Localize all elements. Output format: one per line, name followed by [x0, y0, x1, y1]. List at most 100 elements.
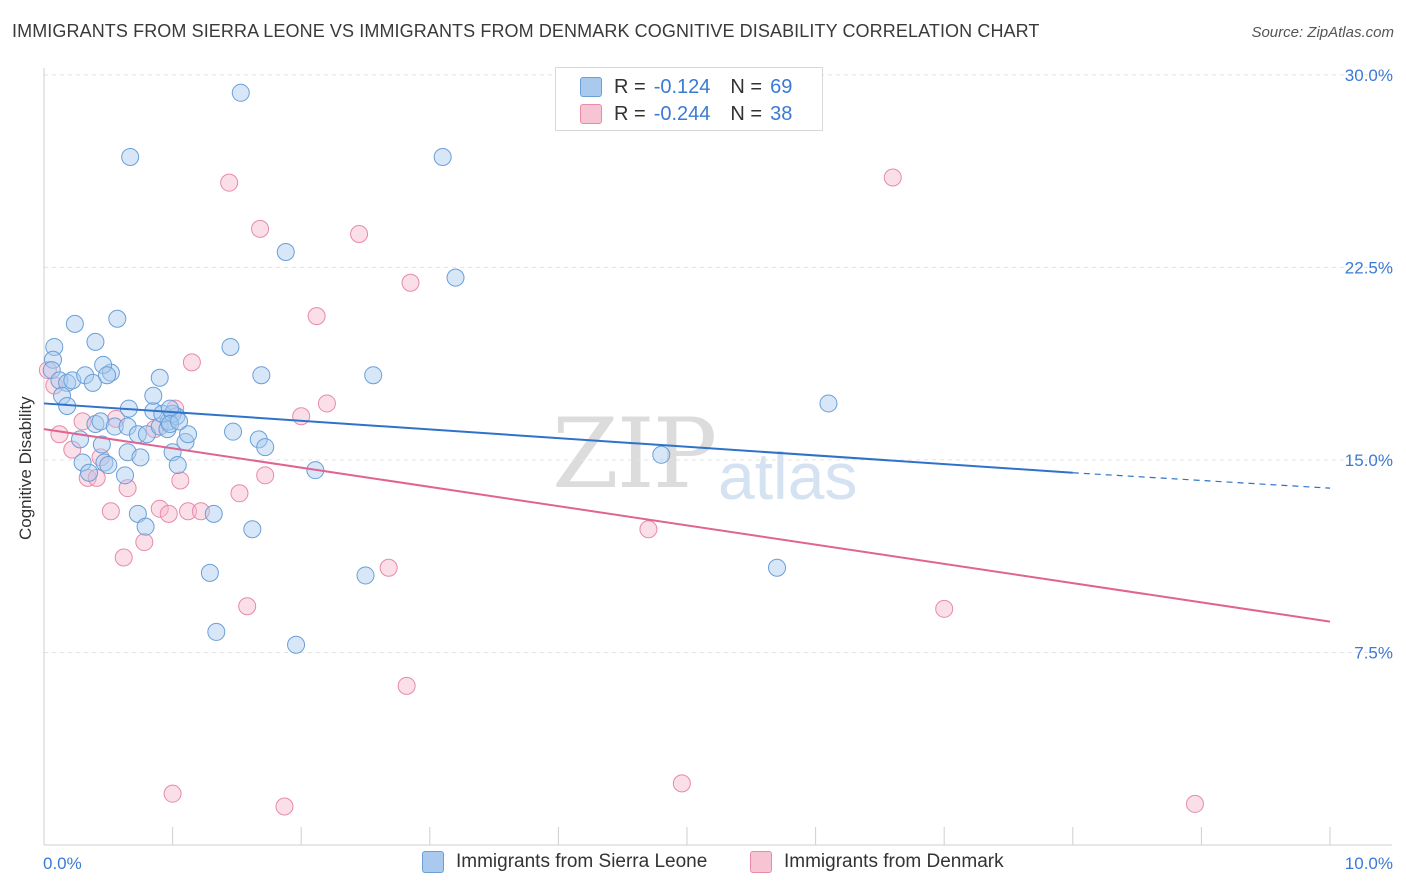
- data-point-sierra-leone: [768, 558, 787, 577]
- data-point-sierra-leone: [45, 337, 64, 356]
- data-point-sierra-leone: [105, 417, 124, 436]
- y-tick-label: 30.0%: [1345, 66, 1393, 85]
- data-point-denmark: [38, 361, 57, 380]
- data-point-denmark: [256, 466, 275, 485]
- data-point-sierra-leone: [42, 361, 61, 380]
- series-legend: Immigrants from Sierra Leone Immigrants …: [0, 851, 1406, 879]
- x-tick-label: 10.0%: [1345, 854, 1393, 873]
- data-point-sierra-leone: [131, 448, 150, 467]
- data-point-sierra-leone: [446, 268, 465, 287]
- data-point-sierra-leone: [108, 309, 127, 328]
- trendline-sierra-leone: [43, 402, 1073, 474]
- data-point-sierra-leone: [121, 147, 140, 166]
- data-point-sierra-leone: [652, 445, 671, 464]
- data-point-sierra-leone: [86, 414, 105, 433]
- data-point-sierra-leone: [91, 412, 110, 431]
- data-point-sierra-leone: [73, 453, 92, 472]
- data-point-denmark: [101, 502, 120, 521]
- legend-r-value: -0.124: [653, 75, 711, 98]
- legend-row-sierra-leone: R = -0.124 N = 69: [580, 75, 792, 99]
- data-point-sierra-leone: [99, 456, 118, 475]
- data-point-sierra-leone: [179, 425, 198, 444]
- data-point-denmark: [135, 533, 154, 552]
- data-point-denmark: [150, 499, 169, 518]
- data-point-denmark: [63, 440, 82, 459]
- legend-label-sierra-leone: Immigrants from Sierra Leone: [456, 851, 708, 872]
- data-point-sierra-leone: [136, 517, 155, 536]
- legend-n-value: 38: [770, 102, 793, 125]
- data-point-sierra-leone: [231, 83, 250, 102]
- legend-r-value: -0.244: [653, 102, 711, 125]
- x-tick-label: 0.0%: [43, 854, 82, 873]
- data-point-denmark: [883, 168, 902, 187]
- data-point-denmark: [292, 407, 311, 426]
- legend-r-label: R =: [614, 102, 646, 125]
- data-point-denmark: [639, 520, 658, 539]
- stats-legend: R = -0.124 N = 69 R = -0.244 N = 38: [555, 67, 823, 131]
- legend-n-value: 69: [770, 75, 793, 98]
- data-point-sierra-leone: [200, 563, 219, 582]
- data-point-sierra-leone: [819, 394, 838, 413]
- legend-label-denmark: Immigrants from Denmark: [784, 851, 1004, 872]
- chart-title: IMMIGRANTS FROM SIERRA LEONE VS IMMIGRAN…: [12, 21, 1040, 41]
- data-point-sierra-leone: [356, 566, 375, 585]
- source-credit: Source: ZipAtlas.com: [1251, 24, 1394, 41]
- data-point-denmark: [307, 307, 326, 326]
- data-point-denmark: [179, 502, 198, 521]
- data-point-sierra-leone: [287, 635, 306, 654]
- data-point-sierra-leone: [116, 466, 135, 485]
- data-point-sierra-leone: [256, 438, 275, 457]
- legend-item-denmark[interactable]: Immigrants from Denmark: [750, 851, 1004, 873]
- data-point-sierra-leone: [86, 332, 105, 351]
- data-point-denmark: [220, 173, 239, 192]
- data-point-denmark: [379, 558, 398, 577]
- data-point-sierra-leone: [170, 412, 189, 431]
- data-point-sierra-leone: [224, 422, 243, 441]
- y-tick-label: 7.5%: [1354, 643, 1393, 662]
- data-point-sierra-leone: [98, 366, 117, 385]
- data-point-denmark: [935, 599, 954, 618]
- data-point-denmark: [182, 353, 201, 372]
- data-point-sierra-leone: [252, 366, 271, 385]
- trendline-sierra-leone-extension: [1072, 472, 1331, 489]
- data-point-sierra-leone: [94, 355, 113, 374]
- legend-swatch-blue: [580, 77, 602, 97]
- watermark-zip: ZIP: [552, 398, 717, 510]
- legend-swatch-blue: [422, 851, 444, 873]
- data-point-denmark: [1185, 794, 1204, 813]
- data-point-sierra-leone: [249, 430, 268, 449]
- data-point-denmark: [114, 548, 133, 567]
- y-tick-label: 22.5%: [1345, 258, 1393, 277]
- legend-item-sierra-leone[interactable]: Immigrants from Sierra Leone: [422, 851, 707, 873]
- data-point-sierra-leone: [80, 463, 99, 482]
- data-point-denmark: [163, 784, 182, 803]
- data-point-sierra-leone: [207, 622, 226, 641]
- data-point-sierra-leone: [243, 520, 262, 539]
- trendline-denmark: [43, 428, 1331, 623]
- data-point-sierra-leone: [163, 404, 182, 423]
- legend-row-denmark: R = -0.244 N = 38: [580, 102, 792, 126]
- y-tick-label: 15.0%: [1345, 451, 1393, 470]
- data-point-denmark: [401, 273, 420, 292]
- data-point-sierra-leone: [76, 366, 95, 385]
- data-point-denmark: [350, 225, 369, 244]
- data-point-denmark: [251, 219, 270, 238]
- data-point-sierra-leone: [204, 504, 223, 523]
- data-point-denmark: [672, 774, 691, 793]
- legend-n-label: N =: [730, 75, 763, 98]
- data-point-denmark: [159, 504, 178, 523]
- data-point-sierra-leone: [65, 314, 84, 333]
- data-point-sierra-leone: [168, 456, 187, 475]
- y-axis-label: Cognitive Disability: [16, 396, 35, 540]
- data-point-denmark: [397, 676, 416, 695]
- data-point-sierra-leone: [144, 386, 163, 405]
- data-point-sierra-leone: [83, 373, 102, 392]
- data-point-denmark: [171, 471, 190, 490]
- data-point-sierra-leone: [150, 368, 169, 387]
- legend-swatch-pink: [750, 851, 772, 873]
- data-point-sierra-leone: [433, 147, 452, 166]
- legend-r-label: R =: [614, 75, 646, 98]
- legend-n-label: N =: [730, 102, 763, 125]
- data-point-denmark: [317, 394, 336, 413]
- data-point-denmark: [275, 797, 294, 816]
